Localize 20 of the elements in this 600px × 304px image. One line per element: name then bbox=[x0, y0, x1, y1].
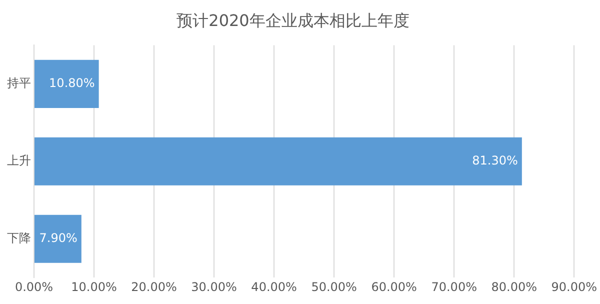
data-label: 81.30% bbox=[472, 154, 518, 168]
x-tick-label: 0.00% bbox=[14, 280, 54, 294]
data-label: 10.80% bbox=[49, 76, 95, 90]
x-tick-label: 80.00% bbox=[491, 280, 537, 294]
x-tick-label: 60.00% bbox=[371, 280, 417, 294]
y-tick-label: 持平 bbox=[7, 76, 31, 90]
x-tick-label: 20.00% bbox=[131, 280, 177, 294]
x-tick-label: 50.00% bbox=[311, 280, 357, 294]
bar bbox=[34, 60, 99, 108]
y-tick-label: 下降 bbox=[7, 230, 31, 245]
chart-title: 预计2020年企业成本相比上年度 bbox=[176, 10, 410, 30]
x-tick-label: 10.00% bbox=[71, 280, 117, 294]
data-label: 7.90% bbox=[39, 230, 78, 245]
y-tick-label: 上升 bbox=[7, 154, 31, 168]
bar bbox=[34, 214, 82, 263]
x-tick-label: 90.00% bbox=[551, 280, 598, 294]
x-tick-label: 40.00% bbox=[251, 280, 297, 294]
bar bbox=[34, 137, 522, 186]
x-tick-label: 70.00% bbox=[431, 280, 477, 294]
x-tick-label: 30.00% bbox=[191, 280, 237, 294]
